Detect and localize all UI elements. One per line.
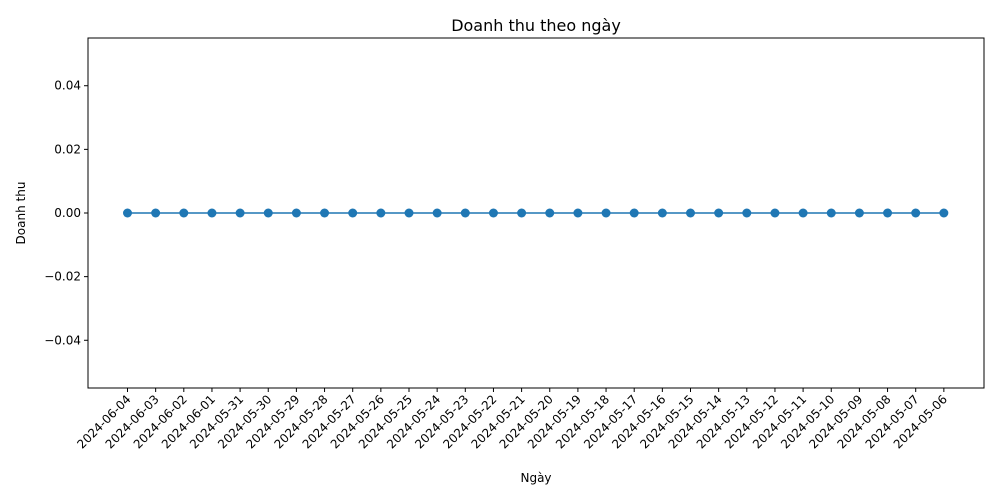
data-point: [376, 208, 386, 218]
series-layer: [123, 208, 949, 218]
data-point: [911, 208, 921, 218]
data-point: [488, 208, 498, 218]
y-tick-label: 0.00: [54, 206, 81, 220]
data-point: [517, 208, 527, 218]
data-point: [348, 208, 358, 218]
data-point: [629, 208, 639, 218]
data-point: [573, 208, 583, 218]
chart-title: Doanh thu theo ngày: [451, 16, 621, 35]
data-point: [179, 208, 189, 218]
y-tick-label: 0.04: [54, 79, 81, 93]
x-axis: 2024-06-042024-06-032024-06-022024-06-01…: [74, 388, 950, 451]
y-tick-label: −0.04: [44, 333, 81, 347]
y-axis-label: Doanh thu: [14, 182, 28, 245]
data-point: [601, 208, 611, 218]
data-point: [404, 208, 414, 218]
y-tick-label: 0.02: [54, 142, 81, 156]
data-point: [770, 208, 780, 218]
y-tick-label: −0.02: [44, 270, 81, 284]
data-point: [235, 208, 245, 218]
data-point: [854, 208, 864, 218]
data-point: [123, 208, 132, 218]
y-axis: −0.04 −0.02 0.00 0.02 0.04: [44, 79, 88, 347]
data-point: [545, 208, 555, 218]
data-point: [939, 208, 949, 218]
data-point: [826, 208, 836, 218]
data-point: [460, 208, 470, 218]
x-axis-label: Ngày: [520, 471, 551, 485]
data-point: [714, 208, 724, 218]
data-point: [151, 208, 161, 218]
data-point: [742, 208, 752, 218]
data-point: [320, 208, 330, 218]
data-point: [432, 208, 442, 218]
data-point: [263, 208, 273, 218]
data-point: [798, 208, 808, 218]
data-point: [291, 208, 301, 218]
data-point: [207, 208, 217, 218]
data-point: [657, 208, 667, 218]
data-point: [883, 208, 893, 218]
data-point: [686, 208, 695, 218]
